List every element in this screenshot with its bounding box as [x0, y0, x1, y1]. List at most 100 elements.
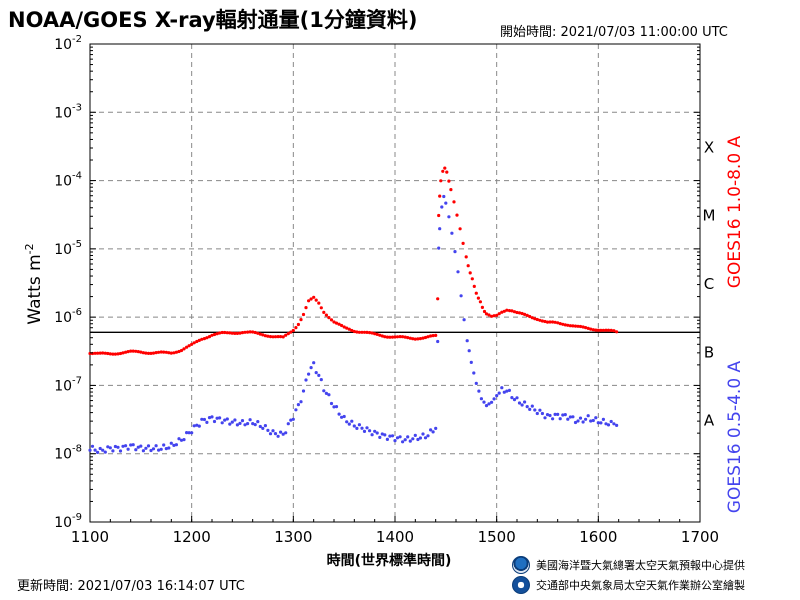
- data-point: [438, 227, 442, 231]
- data-point: [301, 312, 306, 317]
- data-point: [296, 322, 300, 327]
- data-point: [124, 350, 128, 354]
- data-point: [174, 443, 178, 447]
- data-point: [423, 436, 428, 440]
- data-point: [492, 314, 496, 318]
- y-axis-label-text: Watts m: [25, 254, 45, 324]
- data-point: [515, 310, 519, 315]
- data-point: [591, 418, 595, 423]
- data-point: [553, 320, 557, 324]
- data-point: [172, 443, 176, 447]
- data-point: [479, 397, 483, 401]
- data-point: [406, 435, 410, 439]
- data-point: [450, 231, 454, 235]
- data-point: [215, 332, 219, 336]
- data-point: [403, 438, 407, 442]
- data-point: [276, 434, 280, 438]
- data-point: [571, 324, 575, 328]
- data-point: [388, 434, 392, 438]
- data-point: [576, 324, 580, 328]
- credit-cwb: 交通部中央氣象局太空天氣作業辦公室繪製: [512, 576, 745, 594]
- data-point: [495, 313, 499, 317]
- data-point: [556, 321, 560, 325]
- data-point: [299, 318, 303, 322]
- data-point: [263, 334, 267, 338]
- data-point: [596, 421, 600, 425]
- data-point: [301, 389, 306, 393]
- data-point: [342, 325, 346, 329]
- data-point: [121, 444, 125, 448]
- data-point: [202, 417, 206, 422]
- data-point: [523, 400, 527, 404]
- data-point: [561, 322, 565, 326]
- data-point: [266, 334, 270, 338]
- data-point: [289, 330, 293, 334]
- data-point: [510, 396, 514, 400]
- data-point: [355, 330, 359, 334]
- data-point: [319, 306, 323, 310]
- data-point: [279, 430, 283, 434]
- data-point: [192, 341, 196, 345]
- data-point: [502, 390, 506, 394]
- data-point: [337, 322, 341, 326]
- data-point: [512, 398, 517, 402]
- data-point: [477, 389, 481, 393]
- data-point: [455, 213, 459, 217]
- data-point: [370, 433, 374, 437]
- data-point: [146, 444, 151, 448]
- data-point: [322, 310, 326, 314]
- data-point: [322, 389, 326, 393]
- data-point: [141, 449, 145, 453]
- credit-noaa: 美國海洋暨大氣總署太空天氣預報中心提供: [512, 556, 745, 574]
- data-point: [192, 424, 196, 428]
- data-point: [413, 337, 417, 341]
- data-point: [563, 413, 567, 417]
- data-point: [360, 426, 364, 430]
- data-point: [327, 316, 331, 320]
- data-point: [355, 426, 359, 430]
- y-tick-label: 10-3: [54, 102, 82, 121]
- data-point: [223, 330, 227, 335]
- data-point: [551, 320, 555, 324]
- data-point: [273, 335, 278, 339]
- data-point: [385, 335, 389, 339]
- data-point: [185, 431, 189, 435]
- data-point: [357, 423, 361, 427]
- data-point: [530, 404, 534, 408]
- data-point: [177, 437, 181, 441]
- data-point: [139, 444, 143, 448]
- data-point: [103, 450, 107, 454]
- data-point: [169, 351, 173, 355]
- flare-class-label: M: [703, 207, 716, 225]
- data-point: [416, 437, 420, 442]
- data-point: [393, 439, 397, 443]
- data-point: [437, 213, 441, 218]
- y-axis-label-exponent: -2: [23, 243, 36, 254]
- data-point: [469, 360, 473, 364]
- data-point: [373, 332, 377, 336]
- data-point: [383, 433, 387, 437]
- data-point: [108, 446, 112, 450]
- data-point: [440, 205, 444, 209]
- data-point: [398, 435, 402, 439]
- data-point: [131, 349, 135, 353]
- data-point: [487, 402, 491, 406]
- data-point: [490, 314, 494, 318]
- series-2: [88, 194, 619, 454]
- data-point: [205, 420, 209, 424]
- data-point: [411, 437, 415, 441]
- y-tick-label: 10-5: [54, 239, 82, 258]
- data-point: [200, 417, 204, 421]
- data-point: [352, 329, 356, 334]
- data-point: [604, 328, 608, 332]
- legend-series-1: GOES16 1.0-8.0 A: [725, 135, 745, 288]
- data-point: [474, 381, 478, 385]
- data-point: [385, 437, 389, 441]
- data-point: [545, 320, 550, 324]
- data-point: [561, 413, 565, 417]
- data-point: [233, 331, 237, 335]
- data-point: [225, 331, 229, 335]
- data-point: [472, 371, 476, 375]
- data-point: [154, 444, 158, 448]
- data-point: [576, 419, 580, 423]
